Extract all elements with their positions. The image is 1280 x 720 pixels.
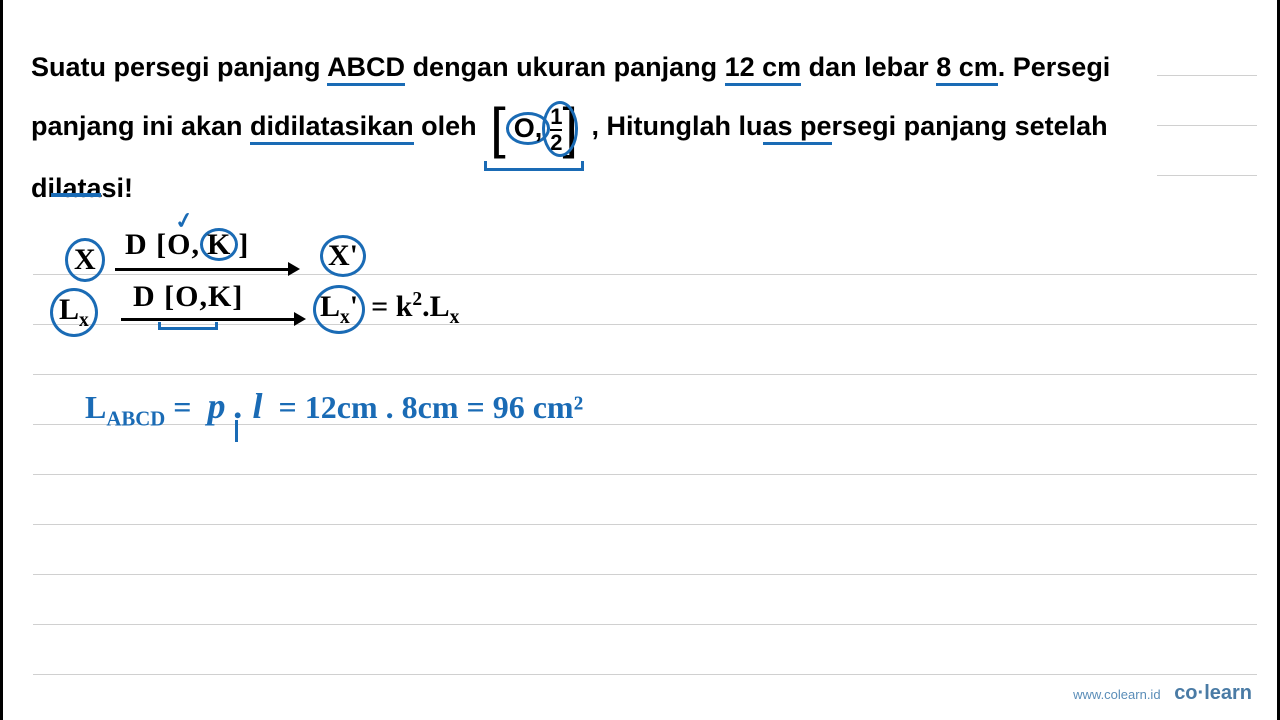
transform-line-2: Lx [48,288,100,337]
length-underlined: 12 cm [725,52,802,86]
abcd-underlined: ABCD [327,52,405,86]
didilatasikan-underlined: didilatasikan [250,111,414,145]
text-part-8: rsegi panjang setelah [832,111,1108,141]
footer: www.colearn.id co·learn [1073,682,1252,705]
p-descender [235,420,238,442]
problem-statement: Suatu persegi panjang ABCD dengan ukuran… [31,38,1249,218]
arrow-2-head [294,312,306,326]
x-circled: X [65,238,105,282]
dilation-box-underline [484,161,584,171]
text-part-5: panjang ini akan [31,111,250,141]
lx-circled: Lx [50,288,98,337]
transform-line-1: X [63,238,107,282]
width-underlined: 8 cm [936,52,998,86]
lx-prime-formula: Lx'= k2.Lx [311,285,459,334]
ok-box-underline [158,322,218,330]
text-part-2: dengan ukuran panjang [405,52,725,82]
arrow-1-head [288,262,300,276]
text-part-7: , Hitunglah lu [584,111,762,141]
lx-prime-circled: Lx' [313,285,365,334]
dilation-notation: [O,12] [484,98,584,159]
text-part-1: Suatu persegi panjang [31,52,327,82]
luas-underlined: as pe [763,111,832,145]
dilatasi-underline [51,193,101,197]
area-calculation: LABCD = p . l = 12cm . 8cm = 96 cm² [85,385,583,431]
arrow-2-line [121,318,296,321]
l-abcd: LABCD [85,389,165,425]
text-part-9: dilatasi! [31,173,133,203]
footer-url: www.colearn.id [1073,687,1160,702]
text-part-4: . Persegi [998,52,1111,82]
x-prime-circled: X' [318,235,368,277]
fraction-circled [542,101,578,157]
dok-notation-2: D [O,K] [133,280,243,314]
footer-logo: co·learn [1174,682,1252,704]
dok-notation-1: D [O,K] [125,228,249,262]
text-part-6: oleh [414,111,485,141]
area-values: = 12cm . 8cm = 96 cm² [271,389,584,425]
scale-factor-fraction: 12 [550,105,562,155]
arrow-1-line [115,268,290,271]
text-part-3: dan lebar [801,52,936,82]
